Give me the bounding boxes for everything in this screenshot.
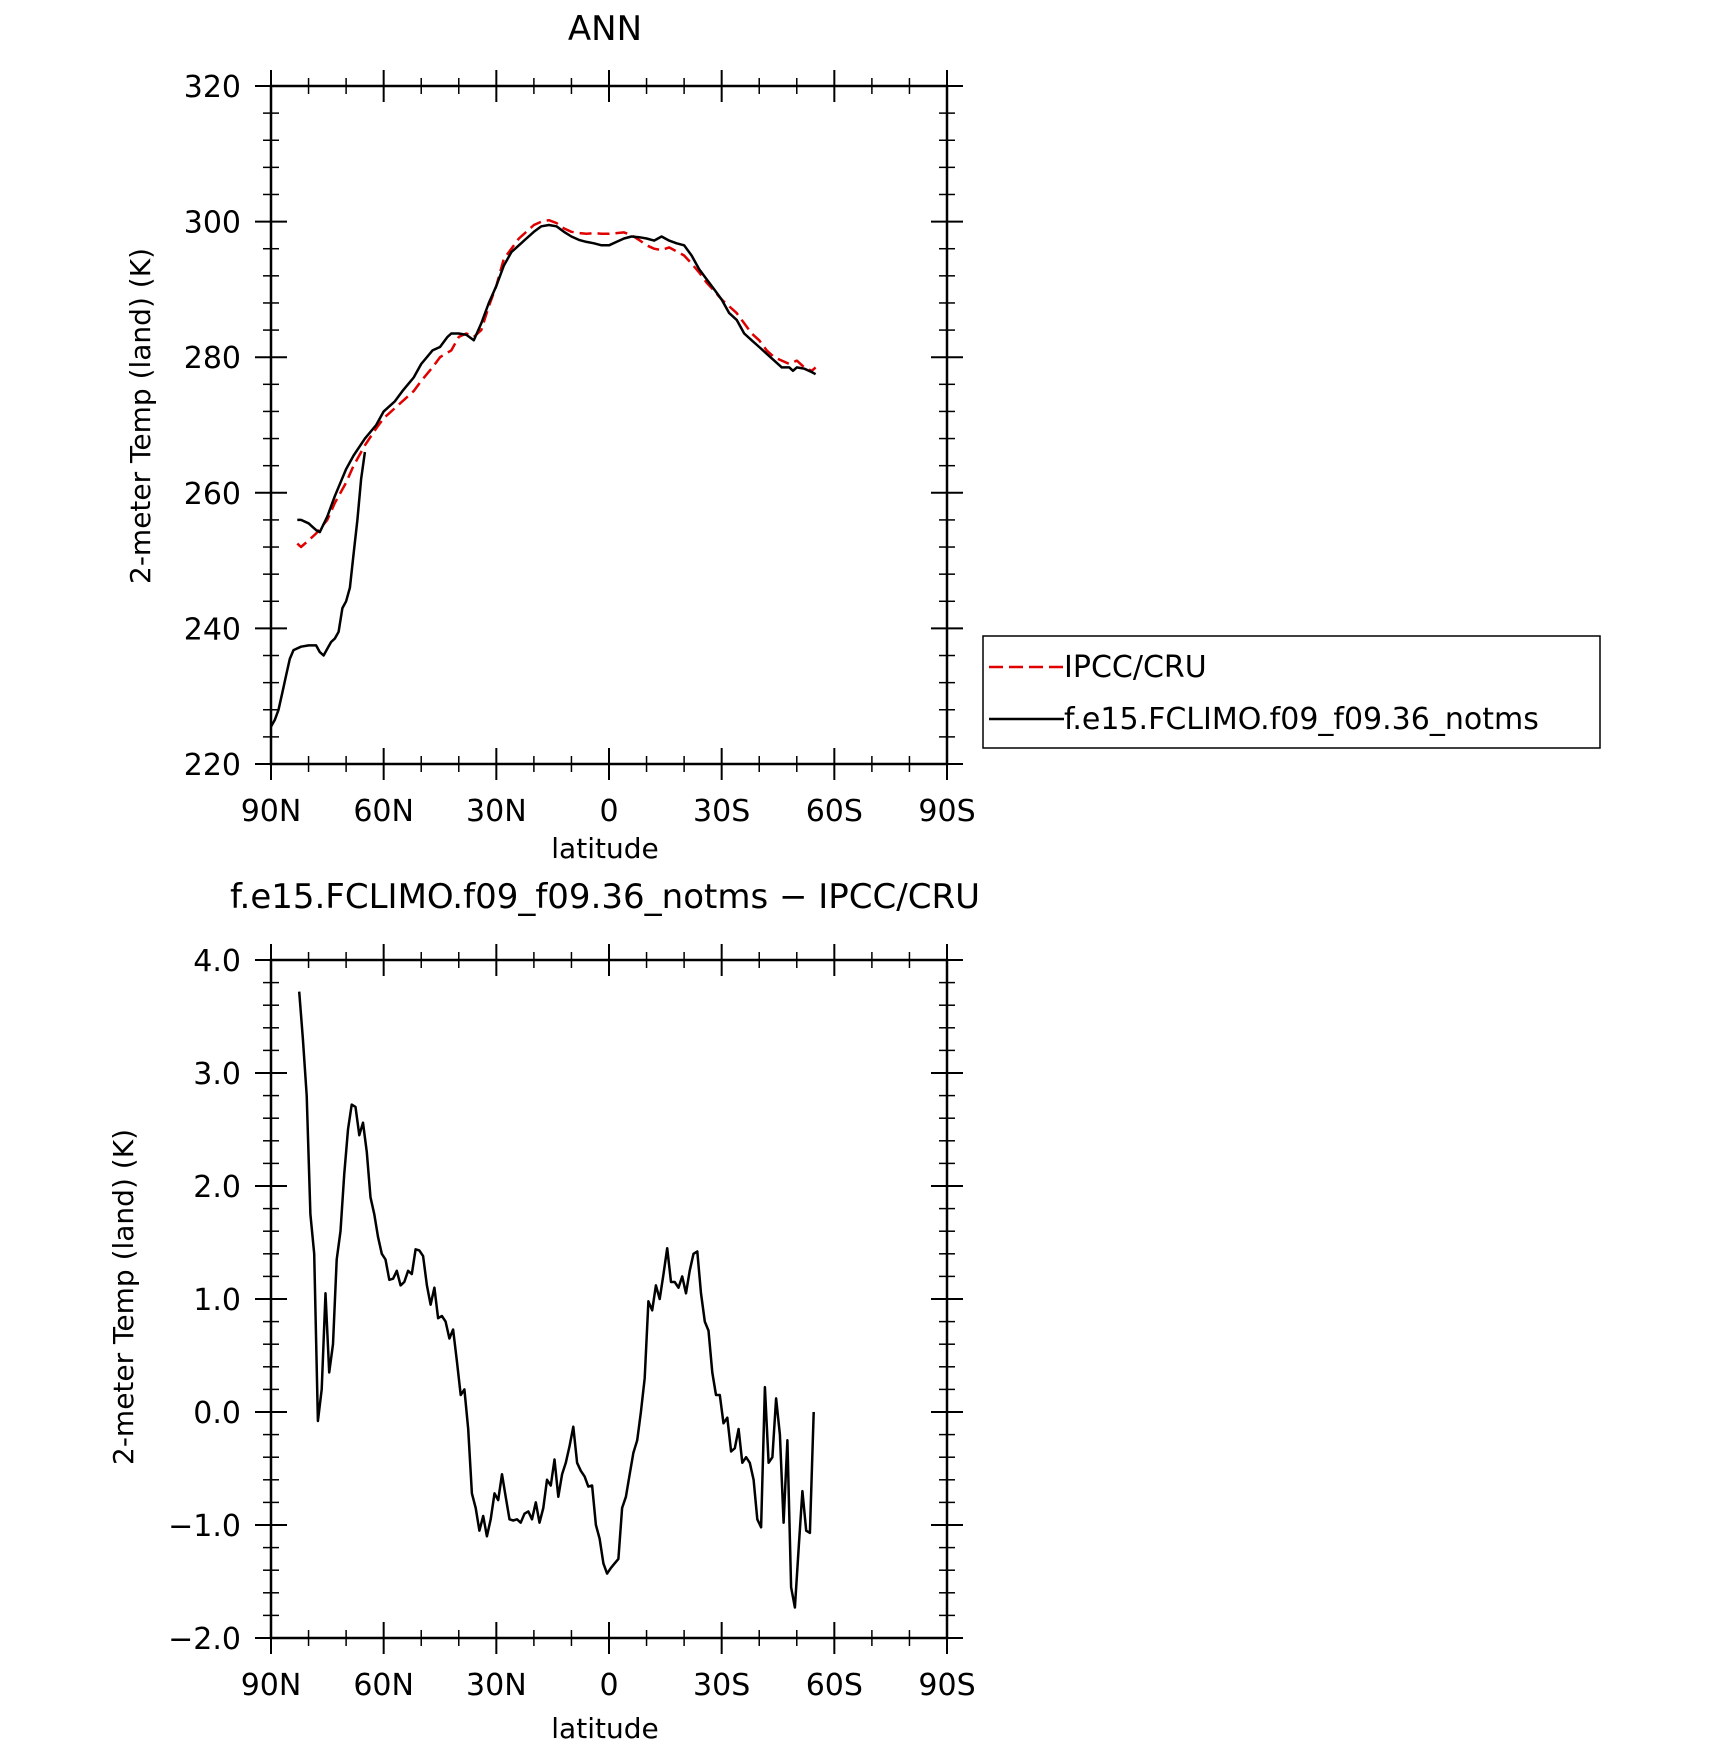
top-series-f-e15-fclimo-f09-f09-36-notms-line-0 (297, 223, 817, 534)
top-series-f-e15-fclimo-f09-f09-36-notms-line-1 (269, 451, 367, 728)
top-x-tick-label: 30S (693, 794, 750, 829)
top-x-tick-label: 0 (599, 794, 618, 829)
top-y-tick-label: 320 (184, 70, 241, 105)
bottom-y-axis-label: 2-meter Temp (land) (K) (107, 1129, 140, 1465)
bottom-x-axis-label: latitude (551, 1712, 658, 1745)
bottom-x-tick-label: 90S (918, 1668, 975, 1703)
top-x-tick-label: 90S (918, 794, 975, 829)
top-x-tick-label: 90N (241, 794, 302, 829)
top-plot-frame (269, 84, 949, 766)
bottom-x-tick-label: 0 (599, 1668, 618, 1703)
bottom-panel: f.e15.FCLIMO.f09_f09.36_notms − IPCC/CRU… (107, 877, 980, 1745)
top-y-tick-label: 280 (184, 341, 241, 376)
top-x-tick-label: 60N (353, 794, 414, 829)
legend-label-ipcc-cru: IPCC/CRU (1064, 650, 1207, 685)
legend-box (982, 635, 1601, 749)
top-x-tick-label: 30N (466, 794, 527, 829)
bottom-chart-title: f.e15.FCLIMO.f09_f09.36_notms − IPCC/CRU (230, 877, 980, 917)
top-x-axis-label: latitude (551, 832, 658, 865)
bottom-y-tick-label: 3.0 (193, 1057, 241, 1092)
top-series-ipcc-cru-line-0 (296, 218, 817, 549)
bottom-y-tick-label: 2.0 (193, 1170, 241, 1205)
bottom-x-tick-label: 60N (353, 1668, 414, 1703)
legend: IPCC/CRU f.e15.FCLIMO.f09_f09.36_notms (982, 635, 1601, 749)
top-y-tick-label: 240 (184, 612, 241, 647)
bottom-y-tick-label: −1.0 (168, 1509, 241, 1544)
bottom-y-tick-label: 4.0 (193, 944, 241, 979)
legend-label-model: f.e15.FCLIMO.f09_f09.36_notms (1064, 702, 1539, 737)
bottom-x-tick-label: 60S (806, 1668, 863, 1703)
top-chart-title: ANN (568, 9, 642, 49)
bottom-series-difference-line-0 (297, 991, 815, 1609)
top-y-axis-label: 2-meter Temp (land) (K) (124, 248, 157, 584)
top-y-tick-label: 260 (184, 477, 241, 512)
top-y-tick-label: 220 (184, 748, 241, 783)
bottom-y-tick-label: −2.0 (168, 1622, 241, 1657)
bottom-x-tick-label: 90N (241, 1668, 302, 1703)
bottom-x-tick-label: 30S (693, 1668, 750, 1703)
bottom-plot-frame (269, 958, 949, 1640)
top-y-tick-label: 300 (184, 206, 241, 241)
top-x-tick-label: 60S (806, 794, 863, 829)
bottom-y-tick-label: 0.0 (193, 1396, 241, 1431)
bottom-x-tick-label: 30N (466, 1668, 527, 1703)
bottom-y-tick-label: 1.0 (193, 1283, 241, 1318)
